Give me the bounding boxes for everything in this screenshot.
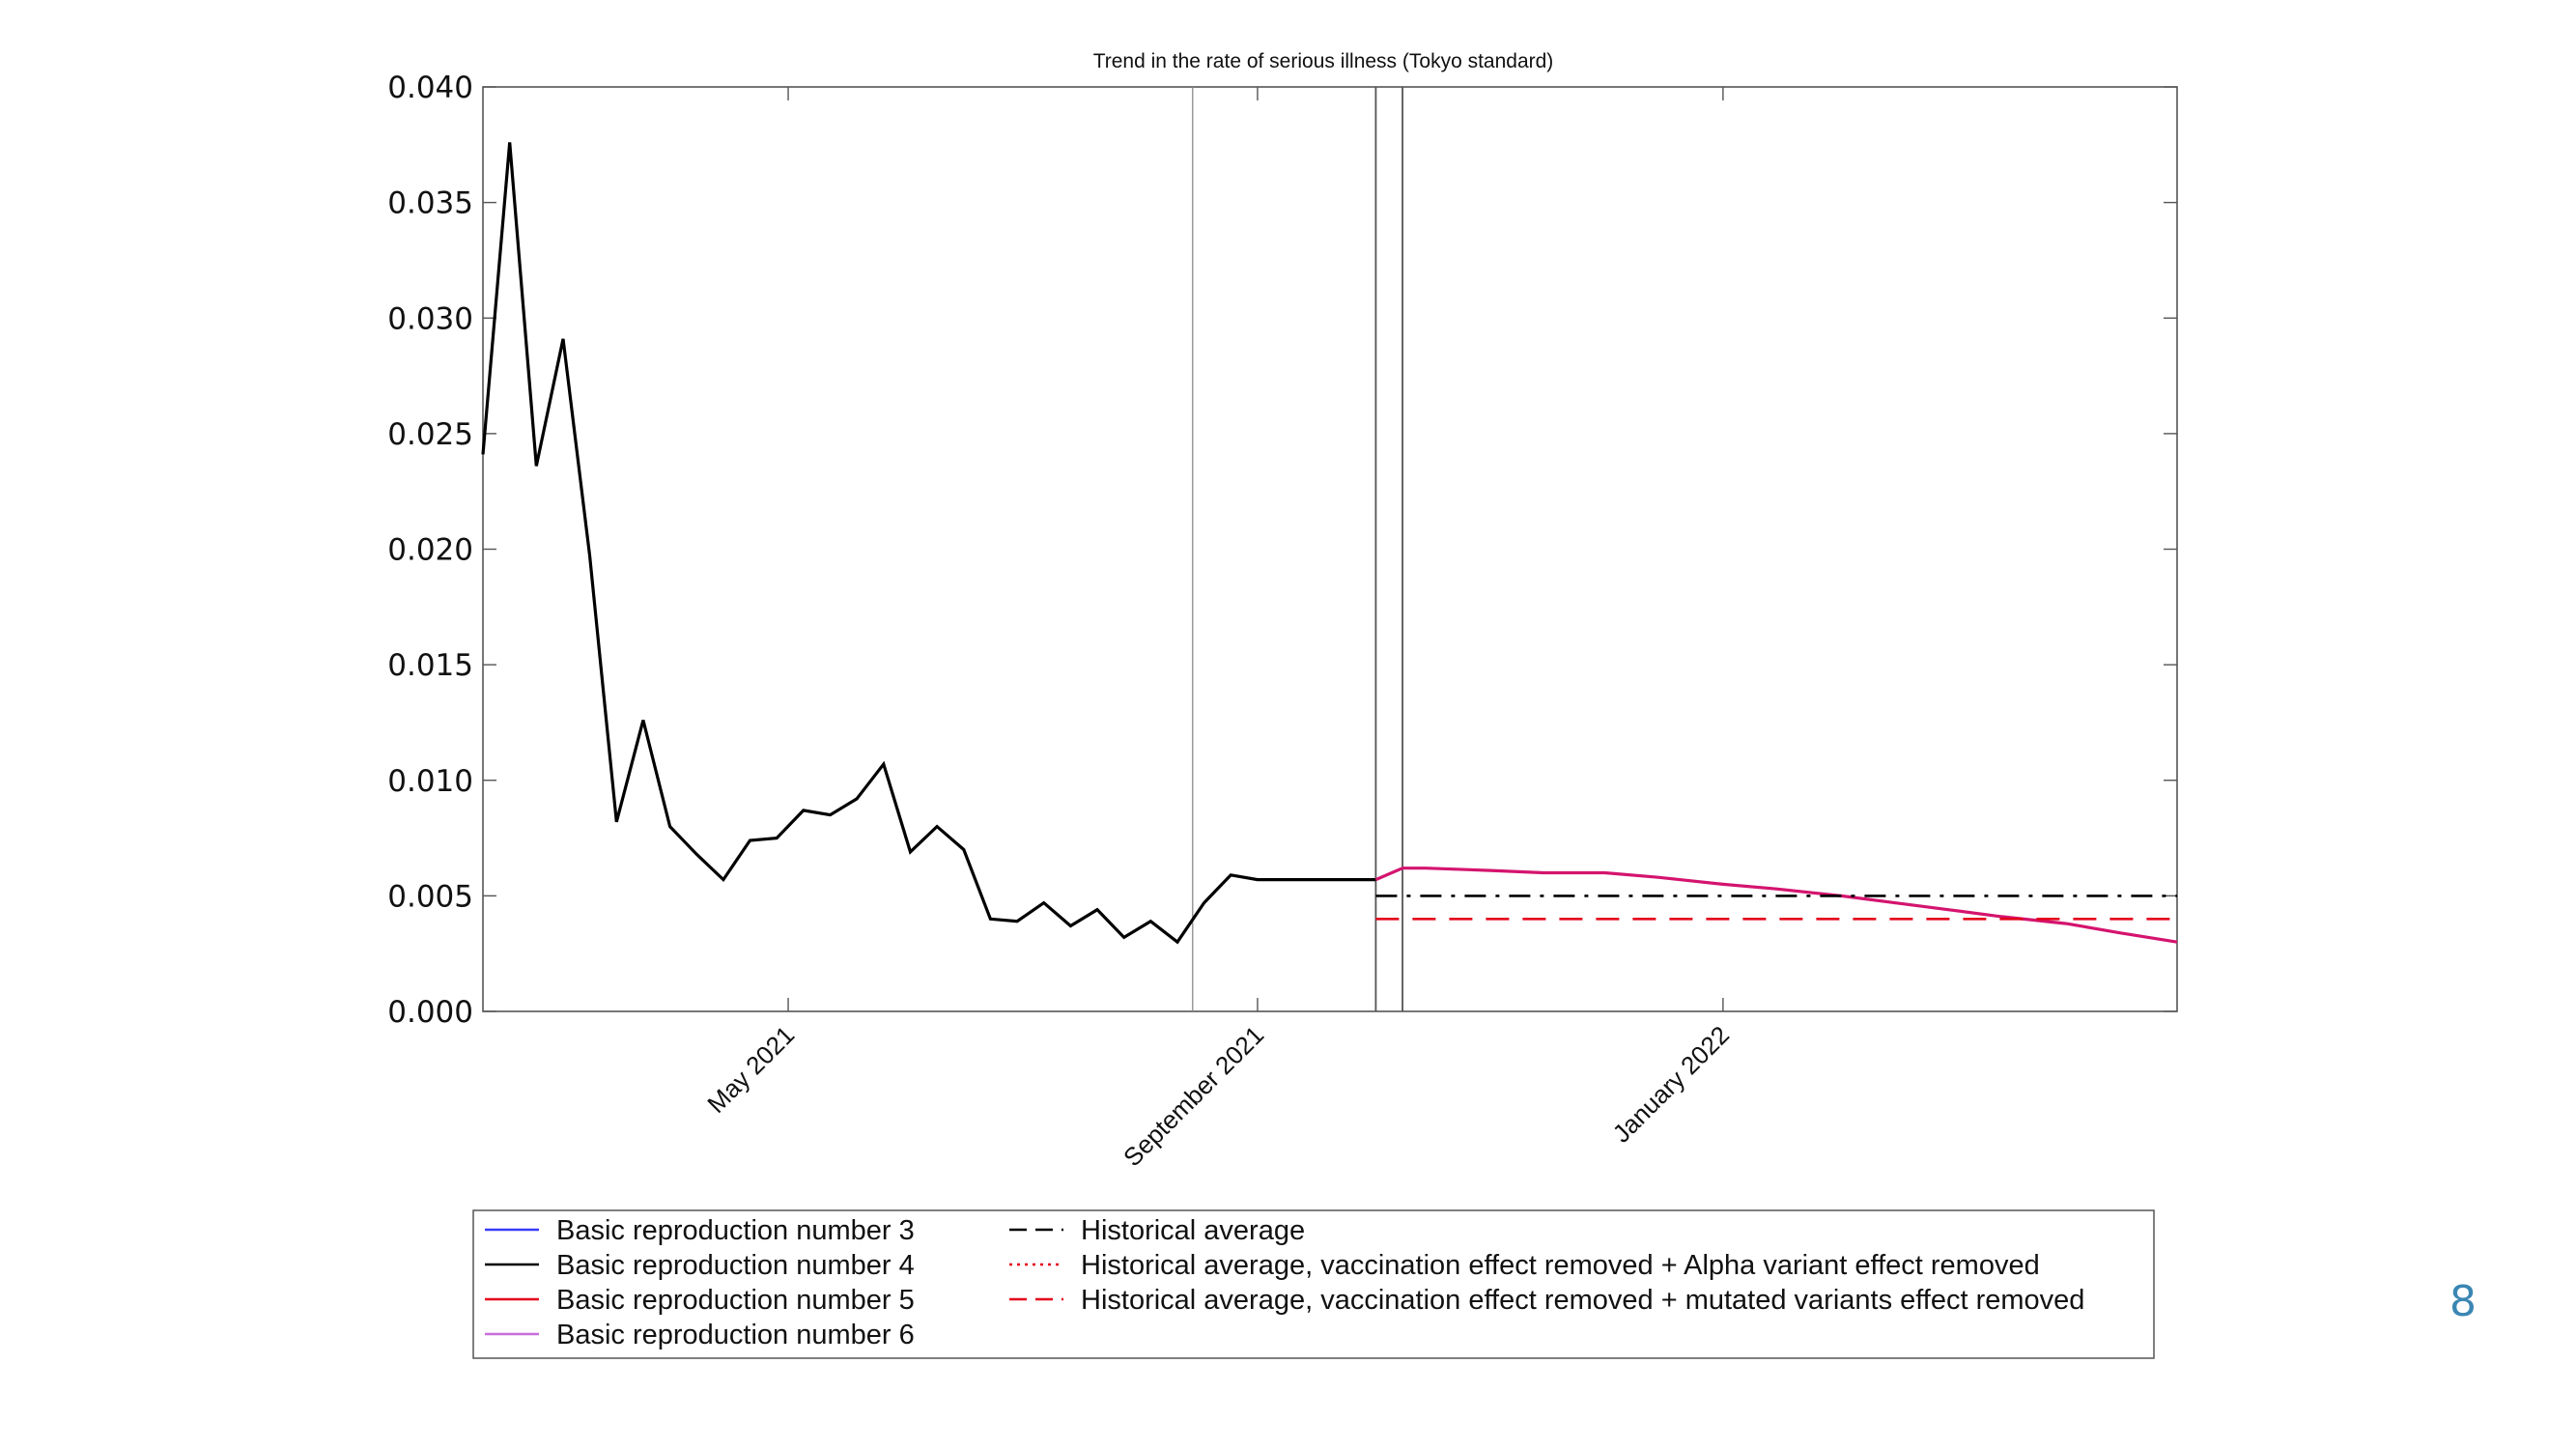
y-tick-label: 0.005 bbox=[387, 879, 473, 914]
legend-label: Basic reproduction number 4 bbox=[556, 1250, 915, 1281]
plot-area bbox=[482, 86, 2178, 1012]
legend-label: Basic reproduction number 3 bbox=[556, 1215, 915, 1246]
chart-title: Trend in the rate of serious illness (To… bbox=[1093, 50, 1554, 72]
legend-box bbox=[472, 1209, 2155, 1359]
y-tick-label: 0.000 bbox=[387, 995, 473, 1030]
y-tick-label: 0.010 bbox=[387, 764, 473, 799]
y-tick-label: 0.025 bbox=[387, 417, 473, 452]
series-lines bbox=[481, 142, 2178, 945]
axis-ticks: 0.000 0.005 0.010 0.015 0.020 0.025 0.030 0.035… bbox=[387, 71, 2177, 1172]
y-tick-label: 0.035 bbox=[387, 186, 473, 221]
series-line-1 bbox=[1374, 867, 2178, 944]
legend-label: Historical average, vaccination effect r… bbox=[1081, 1250, 2040, 1281]
legend-label: Historical average bbox=[1081, 1215, 1305, 1246]
x-tick-label: September 2021 bbox=[1118, 1020, 1269, 1172]
vertical-reference-lines bbox=[1192, 87, 1403, 1011]
series-line-0 bbox=[481, 142, 1376, 945]
y-tick-label: 0.015 bbox=[387, 648, 473, 683]
page-number: 8 bbox=[2449, 1277, 2477, 1326]
legend: Basic reproduction number 3 Basic reprodu… bbox=[472, 1209, 2155, 1359]
x-tick-label: January 2022 bbox=[1607, 1020, 1736, 1149]
legend-label: Historical average, vaccination effect r… bbox=[1081, 1285, 2084, 1316]
y-tick-label: 0.040 bbox=[387, 71, 473, 105]
y-tick-label: 0.030 bbox=[387, 301, 473, 336]
legend-label: Basic reproduction number 6 bbox=[556, 1320, 915, 1350]
legend-label: Basic reproduction number 5 bbox=[556, 1285, 915, 1316]
y-tick-label: 0.020 bbox=[387, 533, 473, 568]
x-tick-label: May 2021 bbox=[701, 1020, 800, 1119]
